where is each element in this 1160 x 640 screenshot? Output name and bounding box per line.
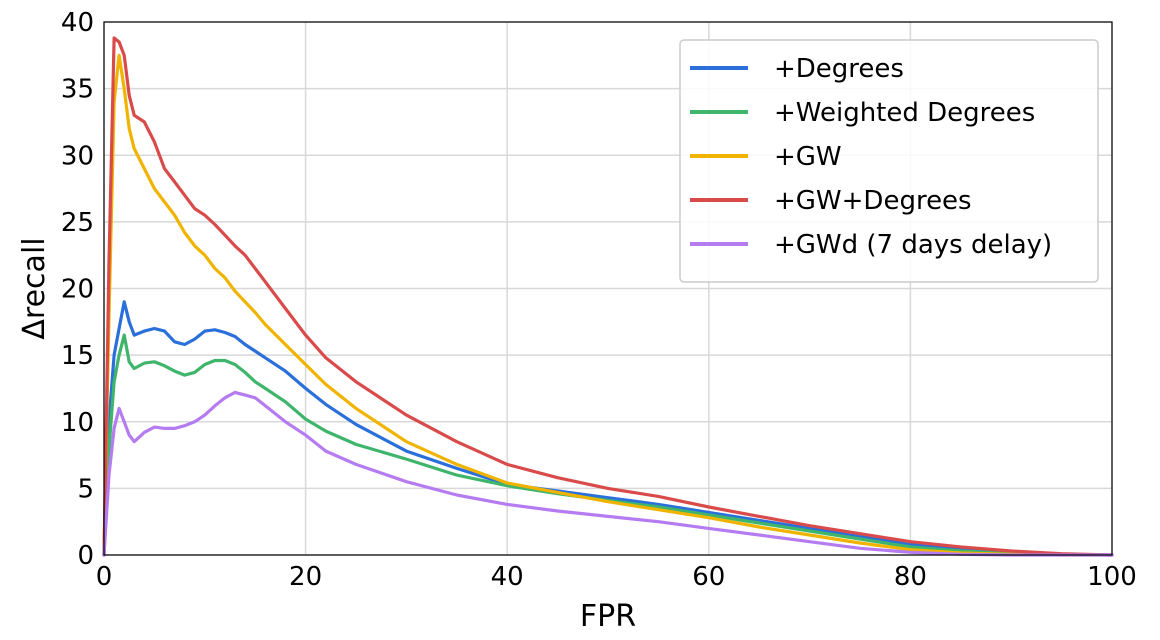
x-tick-label: 0 [96,562,113,592]
series-line-3 [102,36,1114,557]
series-line-1 [102,333,1114,557]
x-axis-title: FPR [580,599,636,634]
y-tick-label: 15 [61,341,94,371]
x-tick-label: 20 [289,562,322,592]
legend-label: +Weighted Degrees [774,98,1035,128]
y-axis-title: Δrecall [17,237,52,339]
y-tick-label: 5 [77,474,94,504]
tick-labels: 0 20 40 60 80 100 0 5 10 15 20 25 30 35 40 [61,8,1137,592]
series-line-0 [102,300,1114,557]
x-tick-label: 60 [692,562,725,592]
y-tick-label: 30 [61,141,94,171]
y-tick-label: 35 [61,75,94,105]
y-tick-label: 25 [61,208,94,238]
legend-label: +GW+Degrees [774,186,972,216]
x-tick-label: 80 [894,562,927,592]
x-tick-label: 40 [491,562,524,592]
plot-frame [103,21,1113,556]
y-tick-label: 10 [61,408,94,438]
series-line-2 [102,53,1114,557]
legend-items: +Degrees +Weighted Degrees +GW +GW+Degrees +… [690,54,1052,260]
y-tick-label: 20 [61,275,94,305]
legend-label: +Degrees [774,54,904,84]
x-tick-label: 100 [1087,562,1137,592]
series-line-4 [102,390,1114,557]
legend-label: +GWd (7 days delay) [774,230,1052,260]
series-lines [102,36,1114,557]
y-tick-label: 0 [77,541,94,571]
legend-label: +GW [774,142,842,172]
y-tick-label: 40 [61,8,94,38]
legend-box [679,39,1099,283]
legend: +Degrees +Weighted Degrees +GW +GW+Degrees +… [679,39,1099,283]
